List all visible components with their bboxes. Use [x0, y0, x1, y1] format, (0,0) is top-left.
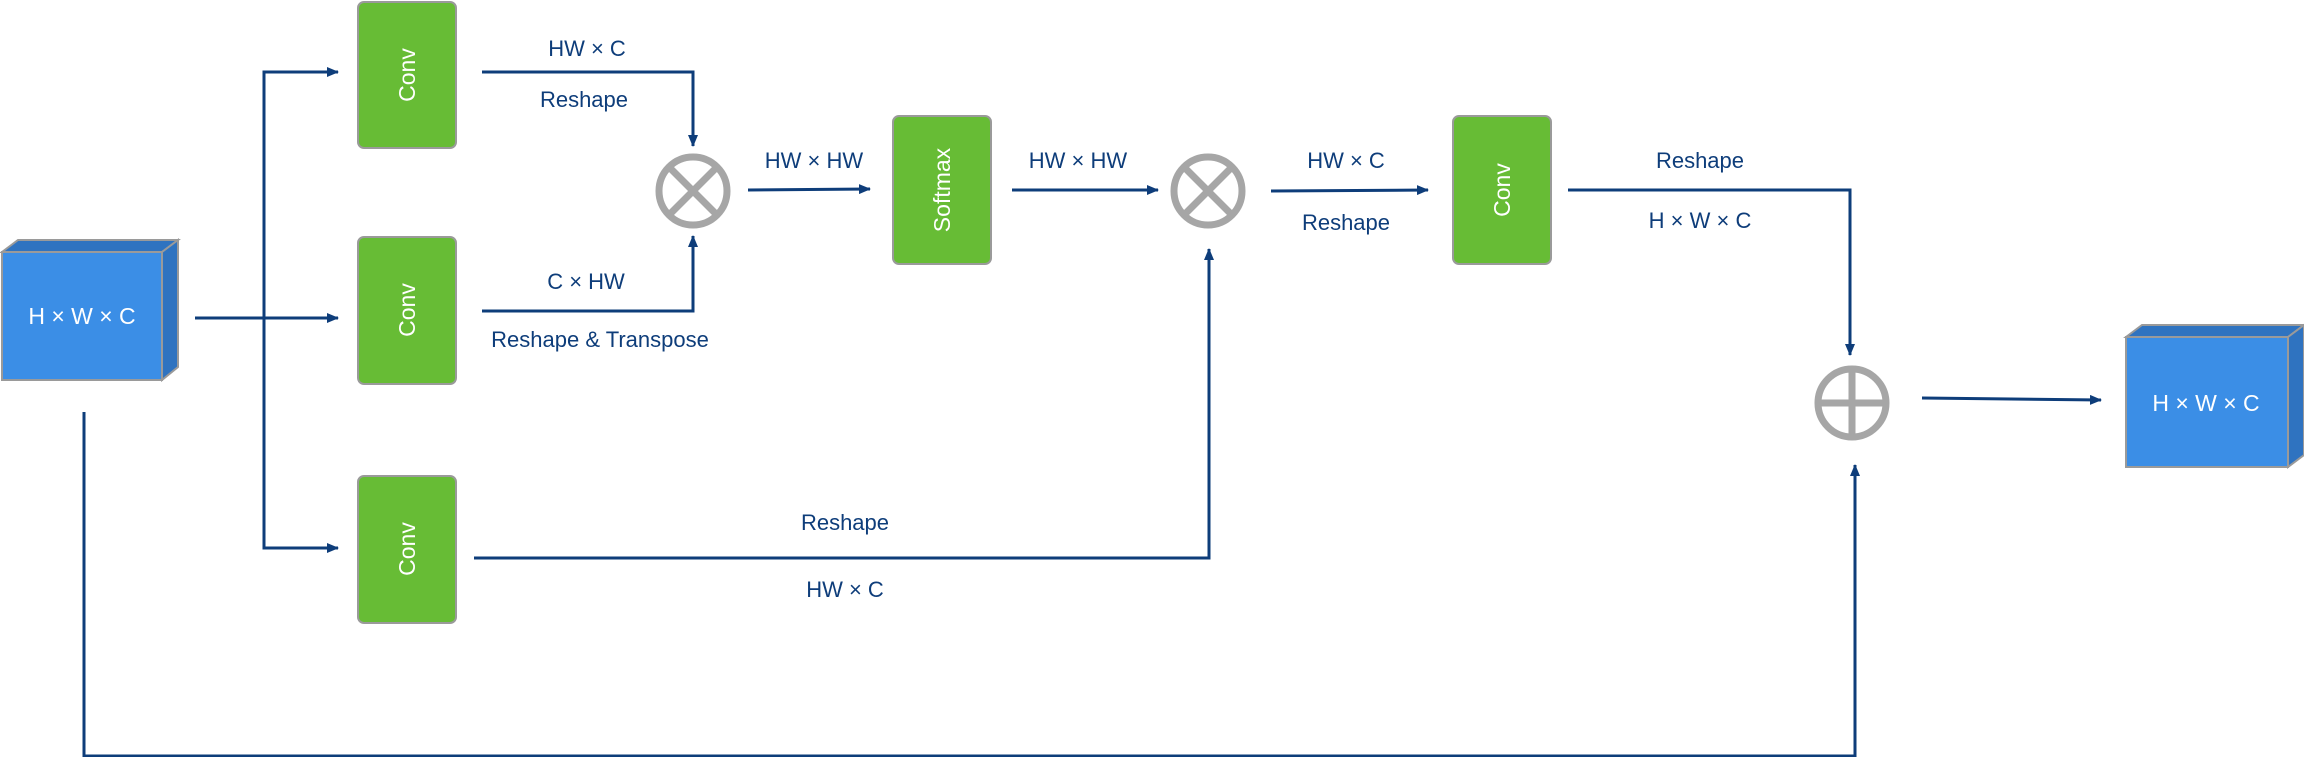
conv-box-3: Conv — [357, 475, 457, 624]
softmax-output-label: HW × HW — [1029, 148, 1128, 173]
conv-box-2: Conv — [357, 236, 457, 385]
residual-skip-arrow — [82, 412, 1860, 757]
mult2-to-conv4-arrow — [1270, 185, 1429, 196]
branch2-shape-label: C × HW — [547, 269, 625, 294]
conv-label-3: Conv — [394, 522, 420, 576]
conv-label-2: Conv — [394, 283, 420, 337]
conv1-to-mult1-arrow — [482, 70, 698, 147]
add-to-output-arrow — [1921, 394, 2102, 405]
circled-plus-icon — [1814, 365, 1890, 441]
branch2-op-label: Reshape & Transpose — [491, 327, 709, 352]
branch3-shape-label: HW × C — [806, 577, 884, 602]
mult1-to-softmax-arrow — [747, 184, 871, 195]
conv4-op-label: Reshape — [1656, 148, 1744, 173]
output-tensor-cube: H × W × C — [2123, 323, 2304, 469]
edges — [82, 67, 2102, 757]
conv3-to-mult2-arrow — [474, 248, 1214, 560]
branch1-op-label: Reshape — [540, 87, 628, 112]
mult1-output-label: HW × HW — [765, 148, 864, 173]
circled-times-icon — [655, 153, 731, 229]
conv-box-4: Conv — [1452, 115, 1552, 265]
circled-times-icon — [1170, 153, 1246, 229]
branch1-shape-label: HW × C — [548, 36, 626, 61]
mult2-op-label: Reshape — [1302, 210, 1390, 235]
conv4-shape-label: H × W × C — [1649, 208, 1752, 233]
softmax-label: Softmax — [929, 147, 955, 232]
conv4-to-add-arrow — [1568, 188, 1855, 356]
conv-label-4: Conv — [1489, 163, 1515, 217]
output-label: H × W × C — [2152, 390, 2259, 416]
input-to-conv1-arrow — [262, 67, 339, 318]
mult2-shape-label: HW × C — [1307, 148, 1385, 173]
branch3-op-label: Reshape — [801, 510, 889, 535]
input-label: H × W × C — [28, 303, 135, 329]
input-tensor-cube: H × W × C — [0, 238, 181, 383]
conv-label-1: Conv — [394, 48, 420, 102]
input-to-conv3-arrow — [262, 318, 339, 553]
conv-box-1: Conv — [357, 1, 457, 149]
conv2-to-mult1-arrow — [482, 235, 698, 313]
softmax-box: Softmax — [892, 115, 992, 265]
